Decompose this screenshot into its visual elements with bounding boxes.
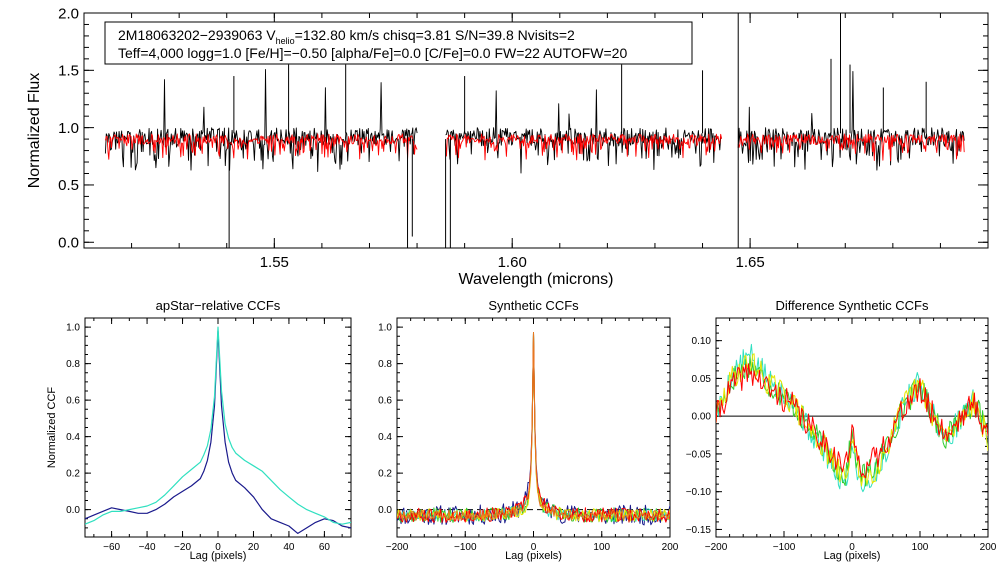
apstar_ccf-xtick-label: 20 xyxy=(248,542,260,553)
synthetic_ccf-xtick-label: 200 xyxy=(662,542,679,553)
apstar_ccf-ylabel: Normalized CCF xyxy=(46,387,58,469)
synthetic_ccf-ytick-label: 0.8 xyxy=(378,359,392,370)
spectrum-model-chip-3 xyxy=(737,133,965,162)
apstar_ccf-title: apStar−relative CCFs xyxy=(156,298,281,313)
annotation-box xyxy=(104,21,693,65)
apstar_ccf-xtick-label: 0 xyxy=(215,542,221,553)
difference_ccf-title: Difference Synthetic CCFs xyxy=(776,298,929,313)
spectrum-model-chip-1 xyxy=(104,133,418,160)
spectrum-observed-chip-1 xyxy=(104,69,418,172)
synthetic_ccf-ytick-label: 0.0 xyxy=(378,505,392,516)
spectrum-ylabel: Normalized Flux xyxy=(26,73,43,189)
spectrum-xtick-label: 1.65 xyxy=(736,254,765,271)
synthetic_ccf-title: Synthetic CCFs xyxy=(488,298,579,313)
difference_ccf-xtick-label: 100 xyxy=(912,542,929,553)
apstar_ccf-frame xyxy=(84,317,352,538)
difference_ccf-diff-4 xyxy=(716,363,988,479)
spectrum-xtick-label: 1.60 xyxy=(498,254,527,271)
synthetic_ccf-axes: −200 −100 0 100 200 0.0 0.2 0.4 0.6 0.8 1.0 Synthet… xyxy=(378,298,679,562)
apstar_ccf-ytick-label: 1.0 xyxy=(66,323,80,334)
difference_ccf-xtick-label: 200 xyxy=(980,542,997,553)
apstar_ccf-ytick-label: 0.8 xyxy=(66,359,80,370)
difference_ccf-xtick-label: −200 xyxy=(705,542,728,553)
apstar_ccf-ytick-label: 0.0 xyxy=(66,505,80,516)
apstar_ccf-xtick-label: −60 xyxy=(103,542,120,553)
synthetic_ccf-ccf-6 xyxy=(397,332,670,521)
difference_ccf-xlabel: Lag (pixels) xyxy=(824,550,881,562)
apstar_ccf-xtick-label: 60 xyxy=(319,542,331,553)
apstar_ccf-visit-2 xyxy=(85,326,351,525)
annotation-line-1: 2M18063202−2939063 Vhelio=132.80 km/s ch… xyxy=(118,27,575,46)
apstar_ccf-axes: −60 −40 −20 0 20 40 60 0.0 0.2 0.4 0.6 0.8 1.0 apStar… xyxy=(46,298,352,562)
synthetic_ccf-ytick-label: 0.2 xyxy=(378,469,392,480)
synthetic_ccf-ytick-label: 0.6 xyxy=(378,396,392,407)
apstar_ccf-xtick-label: −40 xyxy=(139,542,156,553)
apstar_ccf-ytick-label: 0.6 xyxy=(66,396,80,407)
spectrum-ytick-label: 0.5 xyxy=(58,177,79,194)
difference_ccf-ytick-label: 0.05 xyxy=(692,374,712,385)
synthetic_ccf-xtick-label: 100 xyxy=(593,542,610,553)
spectrum-ytick-label: 2.0 xyxy=(58,5,79,22)
difference_ccf-ytick-label: −0.05 xyxy=(686,449,712,460)
synthetic_ccf-xlabel: Lag (pixels) xyxy=(505,550,562,562)
synthetic_ccf-xtick-label: −200 xyxy=(386,542,409,553)
spectrum-model-chip-2 xyxy=(445,133,723,161)
difference_ccf-axes: −200 −100 0 100 200 −0.15 −0.10 −0.05 0.00 0.05 0.… xyxy=(686,298,997,562)
annotation-subscript: helio xyxy=(276,36,295,46)
spectrum-xtick-label: 1.55 xyxy=(260,254,289,271)
spectrum-observed-chip-3 xyxy=(737,71,965,171)
spectrum-ytick-label: 1.0 xyxy=(58,120,79,137)
spectrum-xlabel: Wavelength (microns) xyxy=(458,271,613,288)
annotation-line-2: Teff=4,000 logg=1.0 [Fe/H]=−0.50 [alpha/… xyxy=(118,45,627,61)
apstar_ccf-ytick-label: 0.2 xyxy=(66,469,80,480)
difference_ccf-ytick-label: −0.15 xyxy=(686,525,712,536)
apstar_ccf-ytick-label: 0.4 xyxy=(66,432,80,443)
spectrum-ytick-label: 1.5 xyxy=(58,63,79,80)
difference_ccf-diff-3 xyxy=(716,353,988,487)
difference_ccf-xtick-label: −100 xyxy=(773,542,796,553)
synthetic_ccf-xtick-label: −100 xyxy=(454,542,477,553)
apstar_ccf-xtick-label: −20 xyxy=(174,542,191,553)
synthetic_ccf-ytick-label: 1.0 xyxy=(378,323,392,334)
difference_ccf-xtick-label: 0 xyxy=(849,542,855,553)
spectrum-frame xyxy=(83,12,989,249)
difference_ccf-ytick-label: 0.10 xyxy=(692,336,712,347)
difference_ccf-ytick-label: 0.00 xyxy=(692,412,712,423)
spectrum-annotation: 2M18063202−2939063 Vhelio=132.80 km/s ch… xyxy=(104,21,693,65)
difference_ccf-diff-1 xyxy=(716,343,988,493)
synthetic_ccf-ytick-label: 0.4 xyxy=(378,432,392,443)
apstar_ccf-xtick-label: 40 xyxy=(283,542,295,553)
spectrum-observed-chip-2 xyxy=(445,89,722,174)
apstar_ccf-visit-1 xyxy=(85,330,351,534)
annotation-stats: =132.80 km/s chisq=3.81 S/N=39.8 Nvisits… xyxy=(295,27,575,43)
apstar_ccf-xlabel: Lag (pixels) xyxy=(190,550,247,562)
spectrum-axes: 1.55 1.60 1.65 0.0 0.5 1.0 1.5 2.0 Wavelength (m… xyxy=(26,5,989,288)
difference_ccf-diff-2 xyxy=(716,355,988,487)
spectrum-ytick-label: 0.0 xyxy=(58,235,79,252)
difference_ccf-ytick-label: −0.10 xyxy=(686,487,712,498)
annotation-star-id: 2M18063202−2939063 V xyxy=(118,27,276,43)
synthetic_ccf-xtick-label: 0 xyxy=(531,542,537,553)
